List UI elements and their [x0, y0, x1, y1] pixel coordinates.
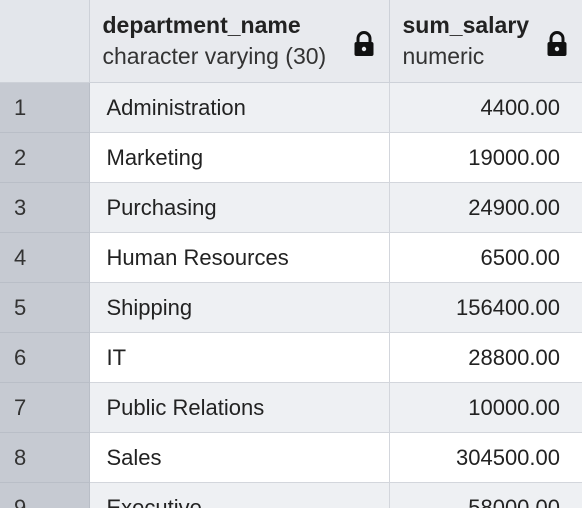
- table-row[interactable]: 5 Shipping 156400.00: [0, 282, 582, 333]
- table-row[interactable]: 4 Human Resources 6500.00: [0, 232, 582, 283]
- table-row[interactable]: 7 Public Relations 10000.00: [0, 382, 582, 433]
- table-row[interactable]: 6 IT 28800.00: [0, 332, 582, 383]
- row-number[interactable]: 7: [0, 382, 90, 433]
- table-row[interactable]: 3 Purchasing 24900.00: [0, 182, 582, 233]
- cell-department-name[interactable]: Purchasing: [88, 182, 390, 233]
- cell-sum-salary[interactable]: 28800.00: [388, 332, 582, 383]
- table-row[interactable]: 8 Sales 304500.00: [0, 432, 582, 483]
- select-all-corner[interactable]: [0, 0, 90, 83]
- cell-department-name[interactable]: IT: [88, 332, 390, 383]
- table-row[interactable]: 1 Administration 4400.00: [0, 82, 582, 133]
- cell-sum-salary[interactable]: 4400.00: [388, 82, 582, 133]
- cell-sum-salary[interactable]: 19000.00: [388, 132, 582, 183]
- cell-sum-salary[interactable]: 156400.00: [388, 282, 582, 333]
- cell-sum-salary[interactable]: 58000.00: [388, 482, 582, 508]
- cell-department-name[interactable]: Shipping: [88, 282, 390, 333]
- row-number[interactable]: 9: [0, 482, 90, 508]
- row-number[interactable]: 4: [0, 232, 90, 283]
- row-number[interactable]: 8: [0, 432, 90, 483]
- cell-department-name[interactable]: Public Relations: [88, 382, 390, 433]
- cell-sum-salary[interactable]: 6500.00: [388, 232, 582, 283]
- column-type: character varying (30): [102, 43, 327, 69]
- cell-department-name[interactable]: Marketing: [88, 132, 390, 183]
- cell-sum-salary[interactable]: 304500.00: [388, 432, 582, 483]
- table-row[interactable]: 9 Executive 58000.00: [0, 482, 582, 508]
- column-name: sum_salary: [402, 12, 530, 38]
- cell-department-name[interactable]: Administration: [88, 82, 390, 133]
- table-row[interactable]: 2 Marketing 19000.00: [0, 132, 582, 183]
- cell-sum-salary[interactable]: 10000.00: [388, 382, 582, 433]
- row-number[interactable]: 3: [0, 182, 90, 233]
- row-number[interactable]: 1: [0, 82, 90, 133]
- column-type: numeric: [402, 43, 485, 69]
- cell-department-name[interactable]: Executive: [88, 482, 390, 508]
- column-header-department-name[interactable]: department_name character varying (30): [88, 0, 390, 83]
- row-number[interactable]: 5: [0, 282, 90, 333]
- row-number[interactable]: 6: [0, 332, 90, 383]
- column-header-sum-salary[interactable]: sum_salary numeric: [388, 0, 582, 83]
- cell-department-name[interactable]: Sales: [88, 432, 390, 483]
- lock-icon: [354, 31, 373, 56]
- lock-icon: [547, 31, 566, 56]
- row-number[interactable]: 2: [0, 132, 90, 183]
- cell-department-name[interactable]: Human Resources: [88, 232, 390, 283]
- cell-sum-salary[interactable]: 24900.00: [388, 182, 582, 233]
- header-row: department_name character varying (30) s…: [0, 0, 582, 83]
- column-name: department_name: [102, 12, 301, 38]
